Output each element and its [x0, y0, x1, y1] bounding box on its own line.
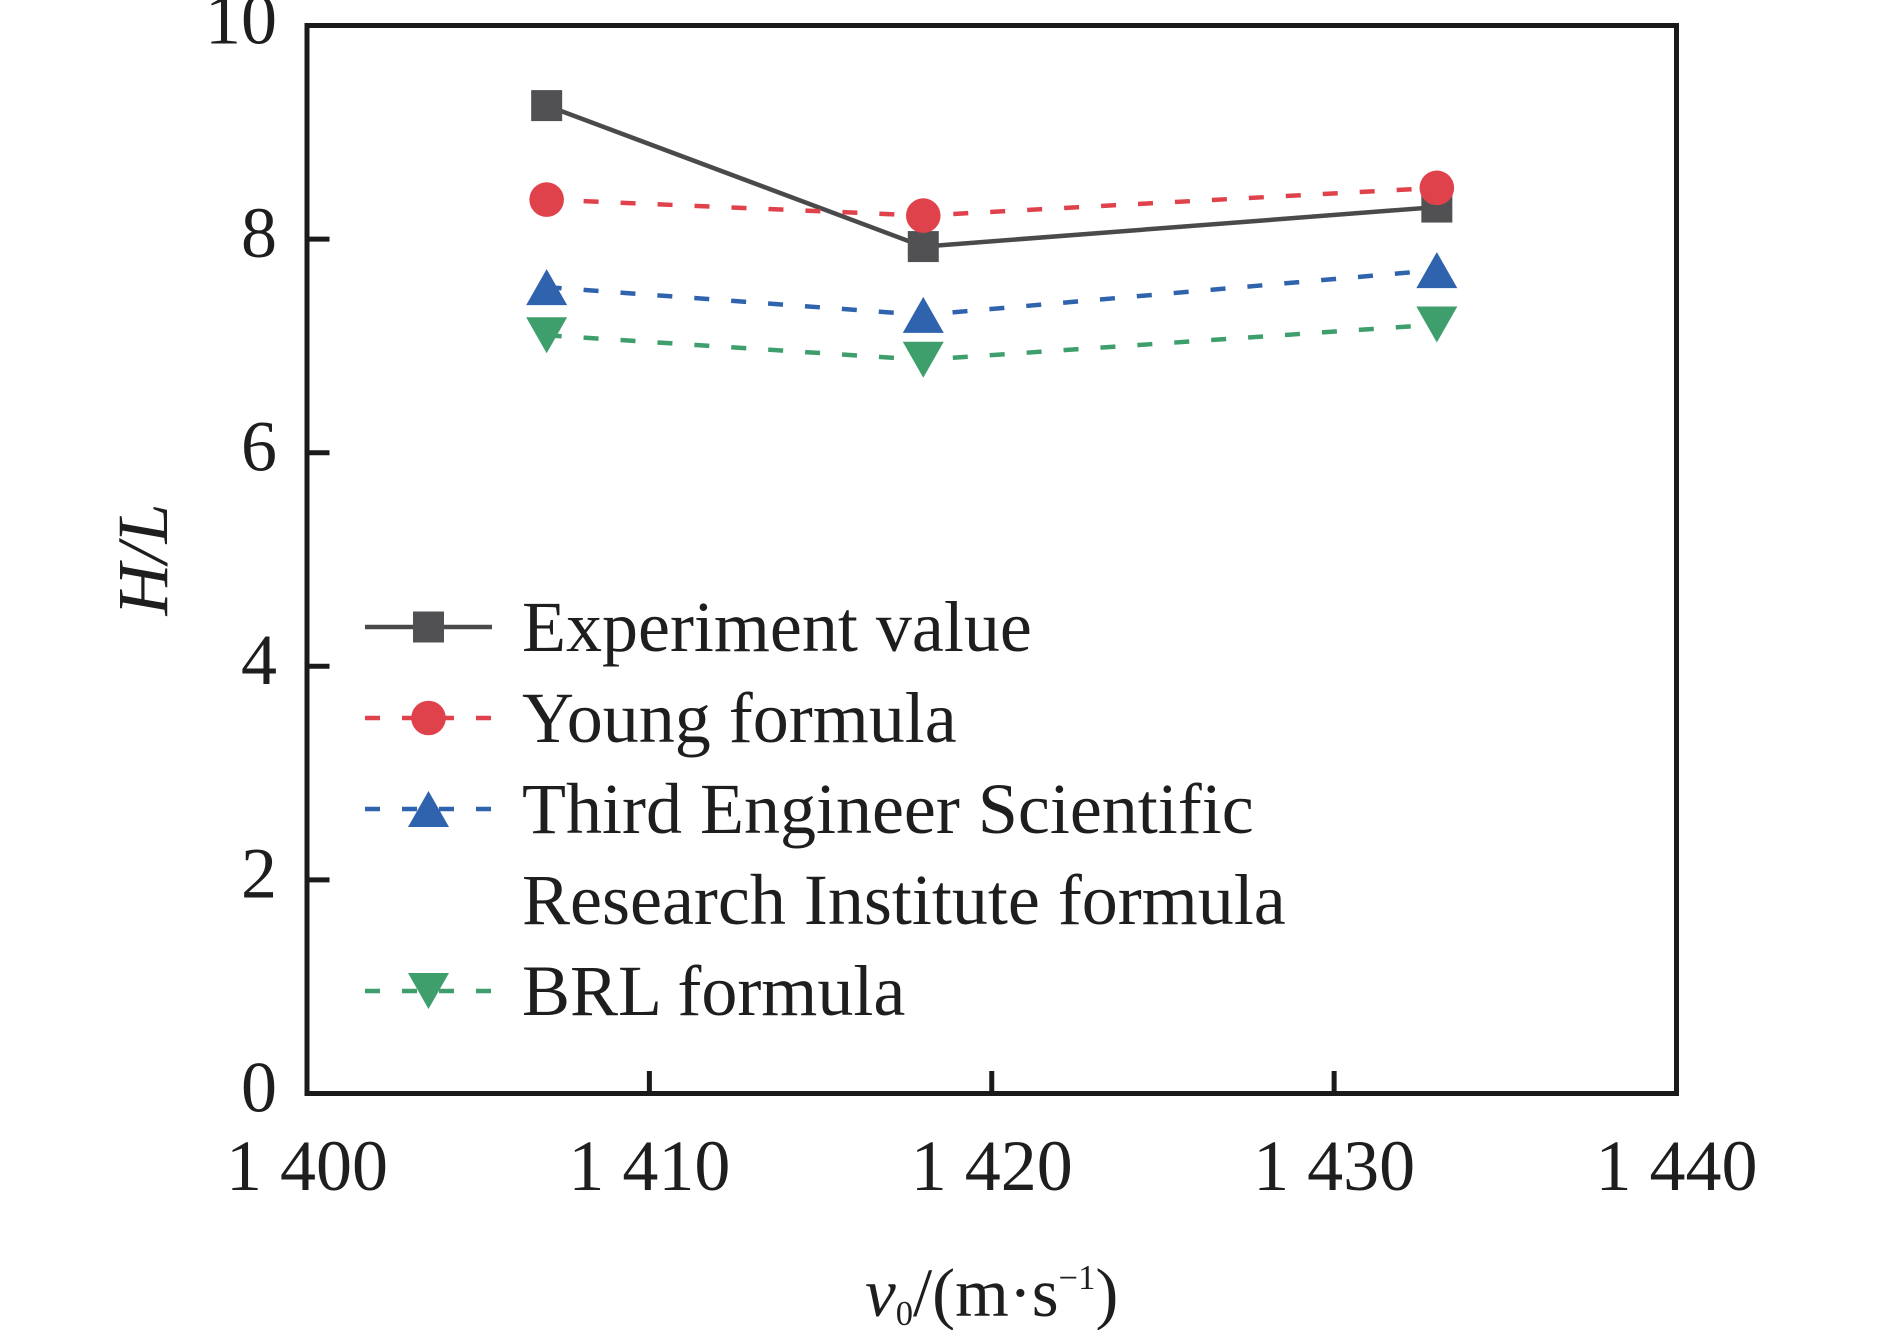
data-point-marker — [902, 296, 944, 333]
legend-entry: Third Engineer Scientific Research Instit… — [365, 769, 1286, 940]
data-point-marker — [526, 269, 568, 306]
x-tick-label: 1 440 — [1596, 1126, 1758, 1206]
series-triangle-up — [526, 252, 1458, 333]
series-group — [526, 90, 1458, 378]
data-point-marker — [1419, 170, 1455, 206]
series-line — [546, 185, 1437, 218]
legend-marker — [408, 791, 449, 827]
legend-label: Young formula — [522, 678, 957, 758]
y-tick-label: 10 — [205, 0, 277, 59]
y-tick-label: 2 — [241, 834, 277, 914]
x-axis-title-part: 0 — [896, 1295, 913, 1330]
legend: Experiment value Young formula Third Engin… — [365, 587, 1286, 1031]
legend-entry: Experiment value — [365, 587, 1032, 667]
y-tick-label: 0 — [241, 1047, 277, 1127]
data-point-marker — [907, 231, 939, 263]
legend-marker — [413, 611, 444, 643]
x-tick-label: 1 430 — [1253, 1126, 1415, 1206]
axis-title-group: v0/(m·s−1)H/L — [103, 503, 1118, 1330]
x-tick-label: 1 400 — [226, 1126, 388, 1206]
series-line — [546, 322, 1437, 363]
series-line — [546, 267, 1438, 318]
series-circle — [529, 170, 1455, 233]
series-line — [545, 103, 1438, 249]
x-axis-title-part: ) — [1095, 1255, 1118, 1330]
legend-marker — [411, 700, 446, 736]
legend-label: Third Engineer Scientific — [522, 769, 1254, 849]
x-tick-label: 1 420 — [911, 1126, 1073, 1206]
data-point-marker — [1416, 306, 1458, 343]
legend-entry: BRL formula — [365, 951, 905, 1031]
x-axis-title-part: /(m·s — [913, 1255, 1059, 1330]
data-point-marker — [526, 317, 568, 354]
data-point-marker — [902, 341, 944, 378]
legend-marker — [408, 973, 449, 1009]
series-square — [531, 90, 1453, 263]
data-point-marker — [905, 198, 941, 233]
legend-label: Experiment value — [522, 587, 1032, 667]
legend-label: BRL formula — [522, 951, 905, 1031]
y-axis-title: H/L — [103, 503, 183, 616]
x-axis-title-part: v — [865, 1255, 896, 1330]
legend-entry: Young formula — [365, 678, 957, 758]
data-point-marker — [531, 90, 563, 122]
data-point-marker — [1416, 252, 1458, 289]
tick-group: 1 400 1 410 1 420 1 430 1 440 0 2 4 6 8 10 — [205, 0, 1758, 1206]
legend-label: Research Institute formula — [522, 860, 1286, 940]
x-tick-label: 1 410 — [568, 1126, 730, 1206]
y-tick-label: 4 — [241, 620, 277, 700]
x-axis-title-part: −1 — [1059, 1259, 1096, 1297]
series-triangle-down — [526, 306, 1458, 378]
y-tick-label: 6 — [241, 407, 277, 487]
data-point-marker — [529, 182, 564, 217]
y-tick-label: 8 — [241, 193, 277, 273]
x-axis-title: v0/(m·s−1) — [865, 1255, 1118, 1330]
